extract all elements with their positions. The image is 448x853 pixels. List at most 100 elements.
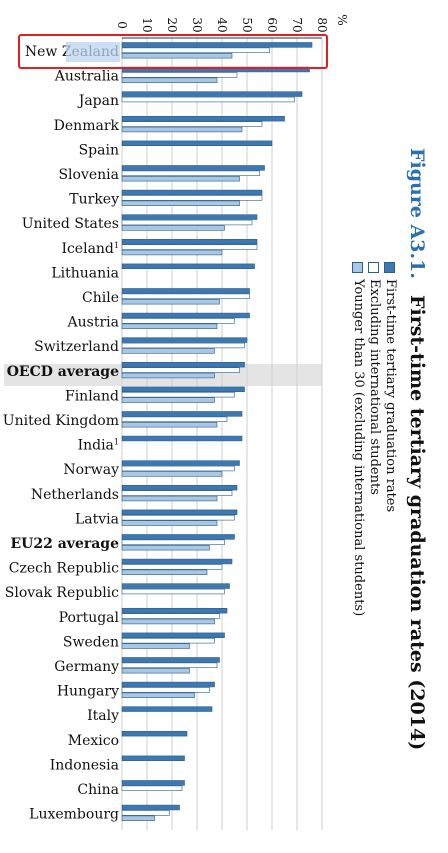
bar-first-time [121,165,265,171]
legend-item-first-time: First-time tertiary graduation rates [382,262,398,616]
bar-excluding-international [121,72,238,78]
bar-younger-than-30 [121,643,190,649]
bar-excluding-international [121,514,235,521]
bar-excluding-international [121,539,225,546]
legend-label: First-time tertiary graduation rates [383,279,398,513]
bar-first-time [121,534,235,540]
bar-excluding-international [121,588,225,595]
category-label: Hungary [57,684,119,700]
bars [121,42,313,822]
category-label: OECD average [7,364,119,380]
bar-excluding-international [121,342,245,349]
category-label: Czech Republic [9,561,119,577]
legend-item-excluding-international: Excluding international students [366,262,382,616]
tick-label: 50 [240,17,254,32]
category-labels: New ZealandAustraliaJapanDenmarkSpainSlo… [3,44,120,823]
category-label: EU22 average [11,536,120,552]
bar-first-time [121,681,215,688]
category-label: China [77,782,119,798]
legend: First-time tertiary graduation rates Exc… [350,262,398,616]
tick-label: 30 [190,17,204,32]
bar-excluding-international [121,96,295,103]
legend-swatch-dark [384,262,396,273]
bar-younger-than-30 [121,397,215,403]
bar-excluding-international [121,785,183,792]
category-label: Switzerland [34,339,119,355]
category-label: Netherlands [31,487,119,503]
bar-first-time [121,239,258,245]
bar-younger-than-30 [121,815,155,822]
bar-excluding-international [121,637,215,644]
bar-younger-than-30 [121,323,218,329]
bar-excluding-international [121,121,263,127]
bar-first-time [121,607,228,614]
bar-excluding-international [121,490,233,496]
bar-first-time [121,583,230,589]
bar-first-time [121,386,245,392]
bar-excluding-international [121,662,218,669]
footnote-marker: 1 [114,241,119,250]
footnote-marker: 1 [114,438,119,447]
category-label: Spain [79,142,119,158]
bar-first-time [121,706,213,712]
bar-younger-than-30 [121,471,223,477]
bar-excluding-international [121,170,260,176]
category-label: Norway [63,462,119,478]
figure-title: Figure A3.1. First-time tertiary graduat… [406,148,428,750]
category-label: Luxembourg [29,807,119,823]
figure-header: Figure A3.1. First-time tertiary graduat… [328,0,448,853]
bar-excluding-international [121,219,253,226]
category-label: India1 [78,438,119,454]
text-selection-highlight [66,42,120,62]
bar-first-time [121,263,255,269]
category-label: Italy [87,708,119,724]
bar-younger-than-30 [121,520,218,526]
bar-first-time [121,730,188,737]
bar-younger-than-30 [121,249,223,256]
category-label: Turkey [69,192,119,208]
category-label: Iceland1 [61,241,119,257]
bar-younger-than-30 [121,372,215,379]
bar-younger-than-30 [121,348,215,354]
figure-label: Figure A3.1. [406,148,428,279]
bar-excluding-international [121,367,240,373]
bar-excluding-international [121,564,223,570]
category-label: Latvia [75,511,119,527]
bar-first-time [121,214,258,220]
tick-label: 10 [140,17,154,32]
category-label: Slovenia [58,167,119,183]
category-label: Finland [65,388,119,404]
bar-younger-than-30 [121,77,218,84]
bar-first-time [121,484,238,491]
bar-younger-than-30 [121,495,218,502]
category-label: Lithuania [51,265,119,281]
bar-first-time [121,116,285,122]
category-label: Australia [54,69,119,85]
bar-excluding-international [121,244,258,250]
category-label: Denmark [54,118,120,134]
bar-first-time [121,780,185,786]
bar-first-time [121,288,250,294]
bar-first-time [121,91,303,97]
bar-excluding-international [121,810,170,816]
category-label: Chile [82,290,119,306]
bar-younger-than-30 [121,421,218,428]
bar-younger-than-30 [121,200,240,206]
bar-excluding-international [121,687,210,693]
legend-swatch-light [352,262,364,273]
bar-excluding-international [121,195,263,201]
tick-label: 80 [315,17,329,32]
bar-first-time [121,411,243,417]
value-axis-ticks: 0 10 20 30 40 50 60 70 80 [115,17,329,32]
category-label: United Kingdom [3,413,119,429]
tick-label: 0 [115,21,129,29]
bar-younger-than-30 [121,298,220,305]
bar-first-time [121,337,248,343]
bar-first-time [121,140,273,146]
bar-first-time [121,804,180,811]
tick-label: 60 [265,17,279,32]
bar-younger-than-30 [121,225,225,231]
bar-younger-than-30 [121,52,233,59]
bar-excluding-international [121,391,235,398]
bar-excluding-international [121,613,220,619]
